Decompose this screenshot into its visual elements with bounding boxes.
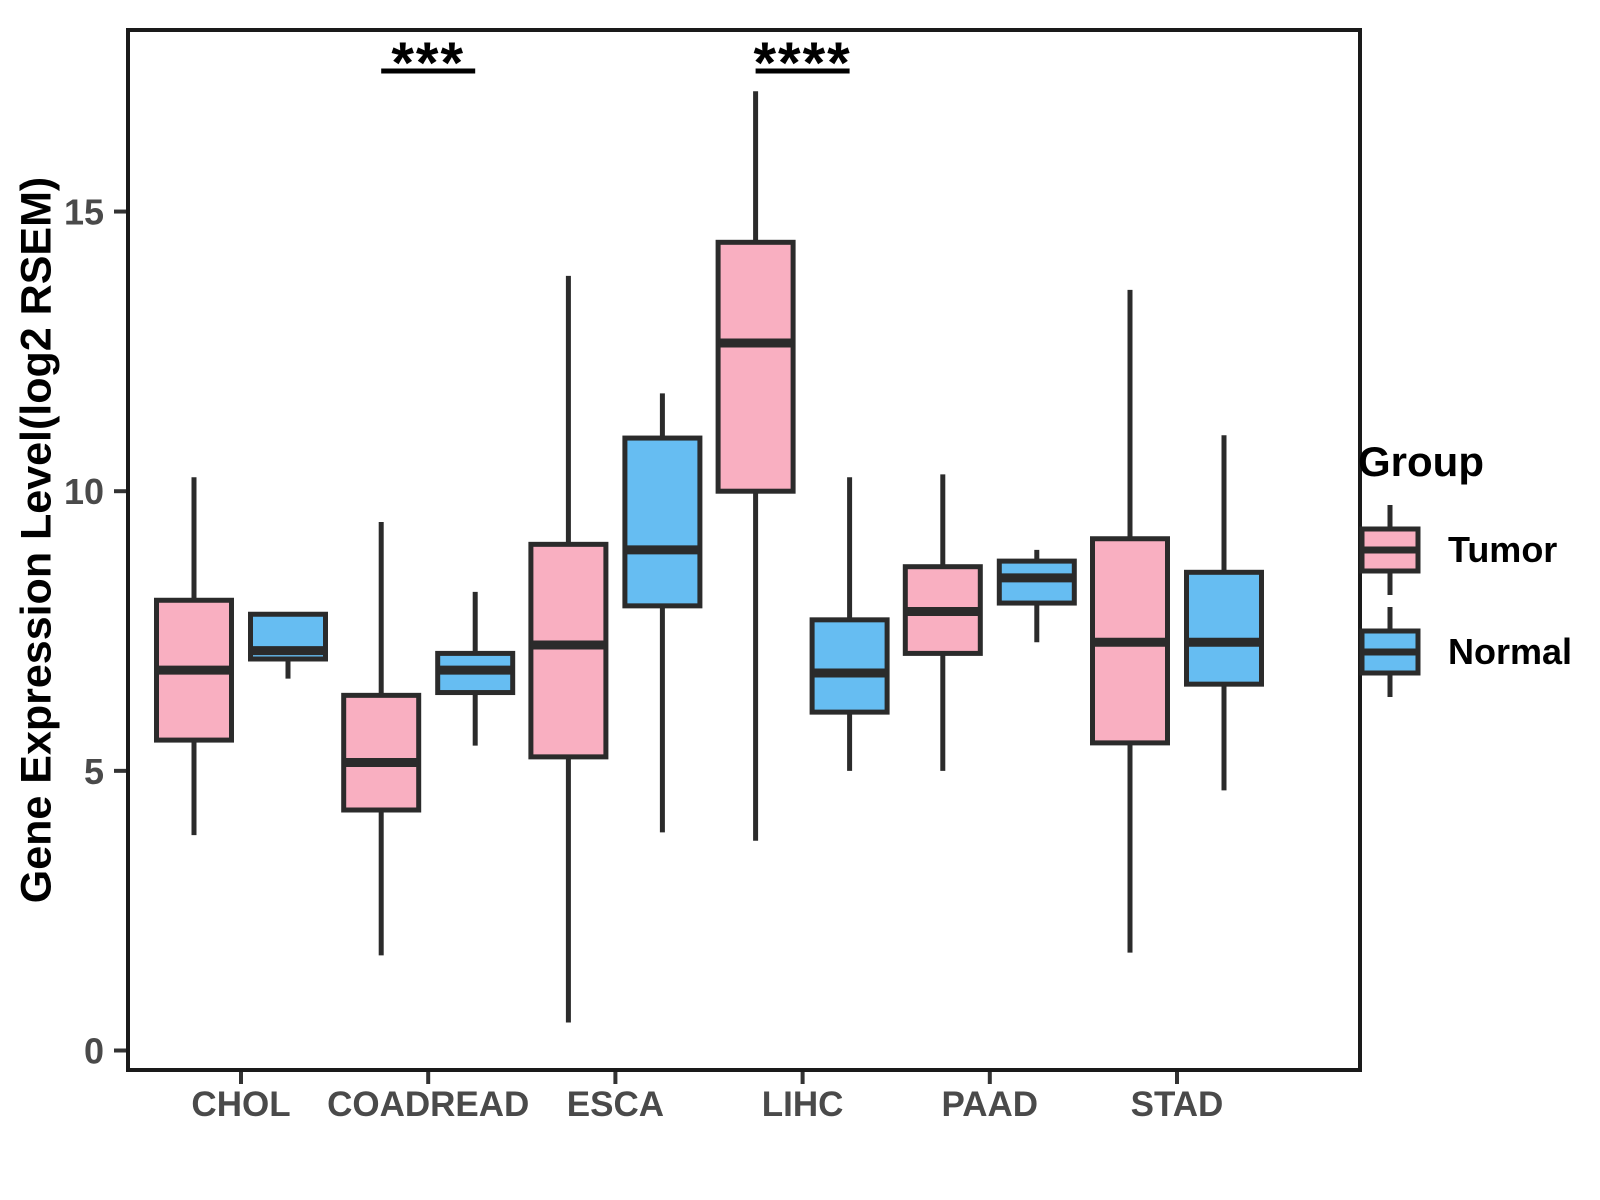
significance-label-COADREAD: *** <box>391 31 465 96</box>
x-tick-label: LIHC <box>762 1085 844 1124</box>
legend-key-normal-boxplot-icon <box>1359 607 1421 697</box>
legend-key-tumor-boxplot-icon <box>1359 505 1421 595</box>
y-tick-label: 5 <box>84 751 104 792</box>
legend: Group Tumor Normal <box>1358 438 1598 706</box>
box-ESCA-Tumor <box>528 541 609 760</box>
x-tick-label: COADREAD <box>327 1085 529 1124</box>
panel-border <box>126 28 1362 1072</box>
x-tick-label: PAAD <box>942 1085 1039 1124</box>
legend-item-tumor: Tumor <box>1358 502 1598 598</box>
x-tick-label: STAD <box>1131 1085 1224 1124</box>
legend-item-label: Normal <box>1448 631 1573 672</box>
y-axis-title: Gene Expression Level(log2 RSEM) <box>12 176 61 904</box>
y-tick-label: 15 <box>64 192 104 233</box>
box-ESCA-Normal <box>622 435 703 609</box>
legend-items: Tumor Normal <box>1358 502 1598 700</box>
legend-title: Group <box>1358 438 1484 485</box>
x-tick-label: CHOL <box>191 1085 290 1124</box>
legend-item-label: Tumor <box>1448 529 1558 570</box>
legend-item-normal: Normal <box>1358 604 1598 700</box>
box-COADREAD-Tumor <box>341 692 422 813</box>
y-tick-label: 10 <box>64 471 104 512</box>
box-LIHC-Tumor <box>715 239 796 494</box>
box-STAD-Normal <box>1184 569 1264 687</box>
significance-label-LIHC: **** <box>753 31 851 96</box>
x-tick-label: ESCA <box>567 1085 664 1124</box>
y-tick-label: 0 <box>84 1031 104 1072</box>
box-LIHC-Normal <box>809 617 890 715</box>
